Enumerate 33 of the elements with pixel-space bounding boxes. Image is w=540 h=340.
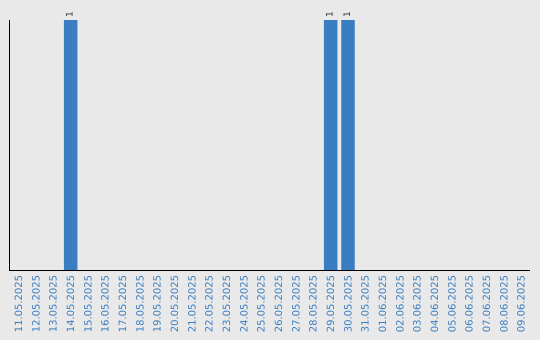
- x-tick-label: 26.05.2025: [274, 275, 285, 332]
- x-tick-label: 25.05.2025: [256, 275, 268, 332]
- x-tick-label: 24.05.2025: [239, 275, 250, 332]
- x-tick-label: 22.05.2025: [204, 275, 216, 332]
- x-tick-label: 30.05.2025: [343, 275, 354, 332]
- x-tick-label: 18.05.2025: [135, 275, 146, 332]
- x-tick-label: 02.06.2025: [395, 275, 406, 332]
- x-tick-label: 13.05.2025: [48, 275, 60, 332]
- x-tick-label: 17.05.2025: [118, 275, 129, 332]
- x-tick-label: 09.06.2025: [516, 275, 528, 332]
- x-tick-label: 21.05.2025: [187, 275, 198, 332]
- x-tick-label: 04.06.2025: [430, 275, 441, 332]
- data-label: 1: [326, 11, 336, 17]
- x-tick-label: 19.05.2025: [152, 275, 164, 332]
- x-tick-label: 27.05.2025: [291, 275, 302, 332]
- x-tick-label: 31.05.2025: [360, 275, 372, 332]
- x-tick-label: 01.06.2025: [378, 275, 389, 332]
- x-tick-label: 14.05.2025: [66, 275, 77, 332]
- x-tick-label: 08.06.2025: [499, 275, 510, 332]
- x-tick-label: 28.05.2025: [308, 275, 320, 332]
- x-tick-label: 07.06.2025: [482, 275, 493, 332]
- x-tick-label: 05.06.2025: [447, 275, 458, 332]
- x-tick-label: 15.05.2025: [83, 275, 94, 332]
- x-tick-label: 29.05.2025: [326, 275, 337, 332]
- x-tick-label: 20.05.2025: [170, 275, 181, 332]
- x-tick-label: 03.06.2025: [412, 275, 424, 332]
- x-tick-label: 16.05.2025: [100, 275, 112, 332]
- x-tick-label: 06.06.2025: [464, 275, 476, 332]
- x-tick-label: 23.05.2025: [222, 275, 233, 332]
- data-label: 1: [66, 11, 76, 17]
- x-tick-label: 11.05.2025: [14, 275, 25, 332]
- data-label: 1: [343, 11, 353, 17]
- x-tick-label: 12.05.2025: [31, 275, 42, 332]
